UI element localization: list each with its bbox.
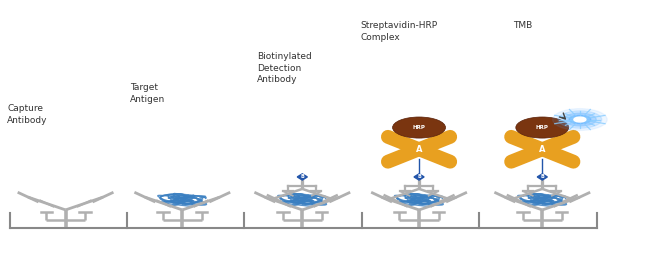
Text: HRP: HRP bbox=[413, 125, 426, 130]
Text: B: B bbox=[300, 174, 304, 179]
Text: B: B bbox=[417, 174, 421, 179]
Polygon shape bbox=[538, 174, 547, 180]
Circle shape bbox=[516, 117, 569, 138]
Polygon shape bbox=[414, 174, 424, 180]
Circle shape bbox=[564, 113, 596, 126]
Circle shape bbox=[574, 117, 586, 122]
Text: Streptavidin-HRP
Complex: Streptavidin-HRP Complex bbox=[361, 21, 438, 42]
Text: A: A bbox=[539, 145, 545, 154]
Circle shape bbox=[552, 109, 607, 130]
Circle shape bbox=[558, 111, 602, 128]
Circle shape bbox=[569, 115, 591, 124]
Text: A: A bbox=[416, 145, 422, 154]
Text: TMB: TMB bbox=[513, 21, 532, 30]
Text: B: B bbox=[540, 174, 544, 179]
Text: HRP: HRP bbox=[536, 125, 549, 130]
Polygon shape bbox=[297, 174, 307, 180]
Text: Capture
Antibody: Capture Antibody bbox=[7, 104, 47, 125]
Text: Biotinylated
Detection
Antibody: Biotinylated Detection Antibody bbox=[257, 53, 311, 84]
Text: Target
Antigen: Target Antigen bbox=[131, 83, 166, 104]
Circle shape bbox=[393, 117, 445, 138]
